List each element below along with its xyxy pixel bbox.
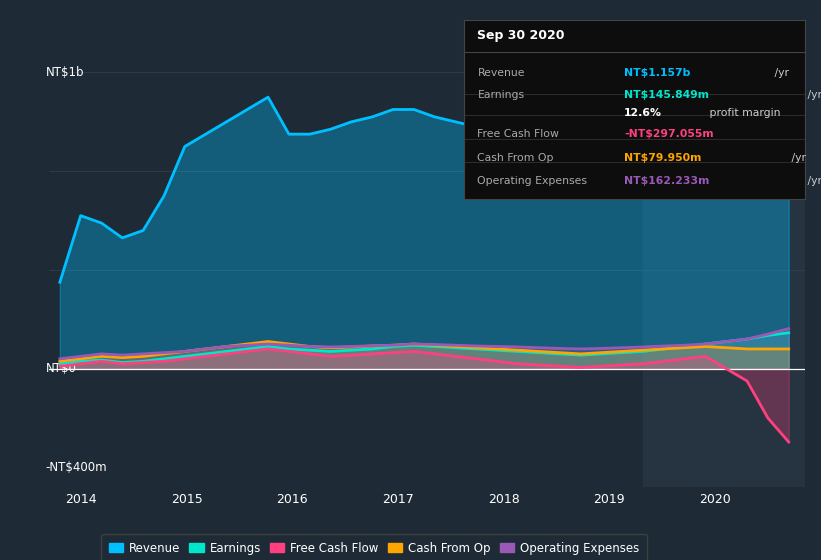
- Text: Free Cash Flow: Free Cash Flow: [478, 129, 559, 139]
- Legend: Revenue, Earnings, Free Cash Flow, Cash From Op, Operating Expenses: Revenue, Earnings, Free Cash Flow, Cash …: [102, 534, 647, 560]
- Text: Sep 30 2020: Sep 30 2020: [478, 29, 565, 42]
- Bar: [643, 28, 805, 487]
- Text: 12.6%: 12.6%: [624, 108, 662, 118]
- Text: -NT$400m: -NT$400m: [45, 461, 107, 474]
- Text: NT$79.950m: NT$79.950m: [624, 152, 701, 162]
- Text: NT$1b: NT$1b: [45, 66, 84, 79]
- Text: NT$162.233m: NT$162.233m: [624, 176, 709, 186]
- Text: -NT$297.055m: -NT$297.055m: [624, 129, 713, 139]
- Text: Operating Expenses: Operating Expenses: [478, 176, 588, 186]
- Text: /yr: /yr: [804, 176, 821, 186]
- Text: Revenue: Revenue: [478, 68, 525, 78]
- Text: /yr: /yr: [787, 152, 805, 162]
- Text: /yr: /yr: [771, 68, 789, 78]
- Text: NT$0: NT$0: [45, 362, 76, 375]
- Text: profit margin: profit margin: [706, 108, 780, 118]
- Text: /yr: /yr: [804, 90, 821, 100]
- Text: NT$1.157b: NT$1.157b: [624, 68, 690, 78]
- Text: Cash From Op: Cash From Op: [478, 152, 554, 162]
- Text: Earnings: Earnings: [478, 90, 525, 100]
- Text: NT$145.849m: NT$145.849m: [624, 90, 709, 100]
